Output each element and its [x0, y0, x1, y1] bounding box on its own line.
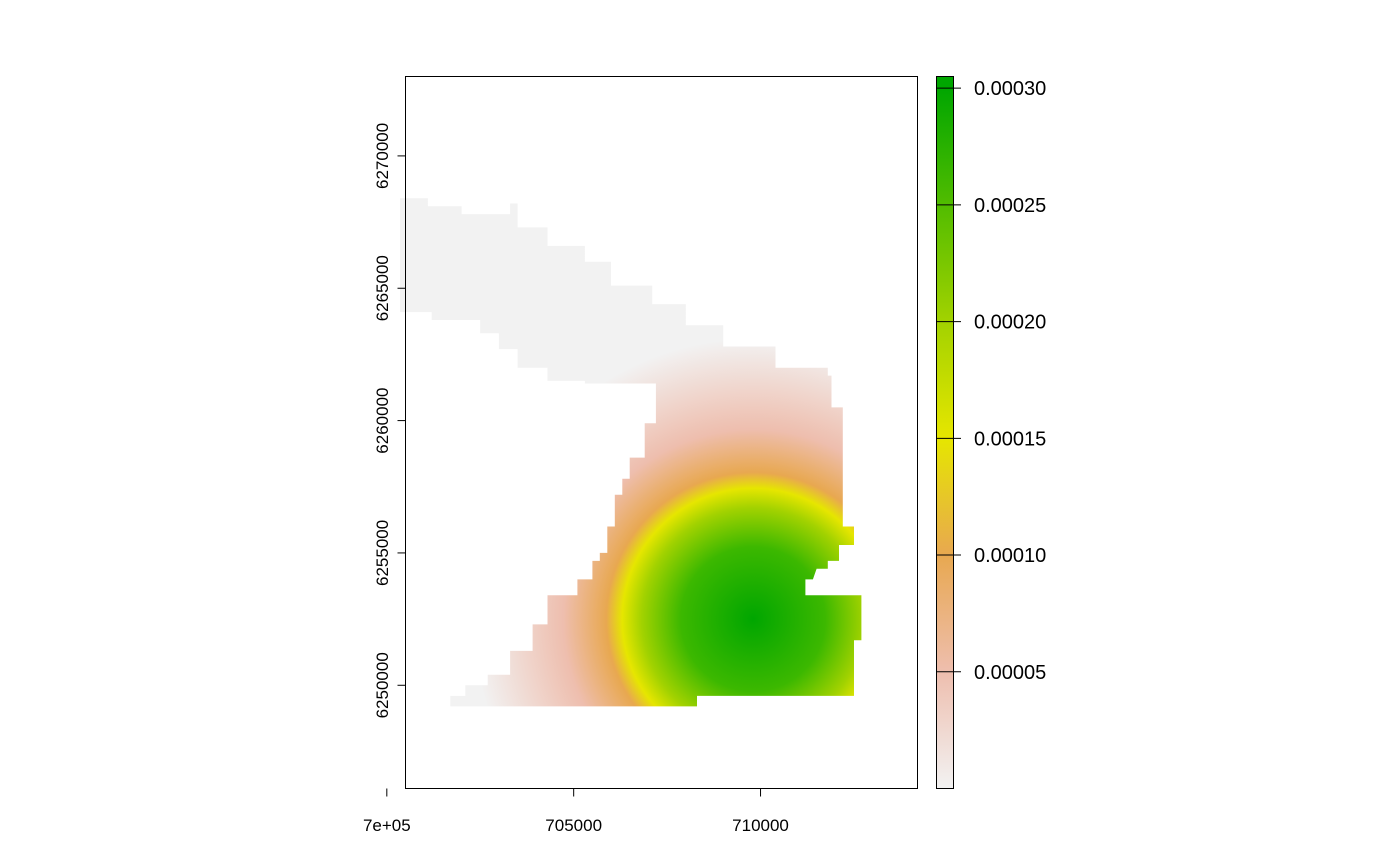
colorbar-tick-label-1: 0.00010	[974, 545, 1046, 567]
plot-frame	[405, 76, 918, 789]
colorbar-ticks: 0.00005 0.00010 0.00015 0.00020 0.00025 0.000…	[936, 78, 1046, 684]
colorbar-tick-label-4: 0.00025	[974, 195, 1046, 217]
colorbar-tick-label-2: 0.00015	[974, 428, 1046, 450]
x-tick-label-2: 710000	[732, 816, 789, 835]
y-tick-label-2: 6260000	[373, 388, 392, 454]
density-raster	[400, 150, 862, 707]
y-tick-label-4: 6270000	[373, 123, 392, 189]
colorbar-tick-label-5: 0.00030	[974, 78, 1046, 100]
density-field	[400, 150, 862, 707]
colorbar-tick-label-3: 0.00020	[974, 312, 1046, 334]
colorbar	[936, 76, 954, 789]
y-axis: 6250000 6255000 6260000 6265000 6270000	[373, 123, 406, 718]
y-tick-label-1: 6255000	[373, 520, 392, 586]
x-tick-label-1: 705000	[545, 816, 602, 835]
x-tick-label-0: 7e+05	[363, 816, 411, 835]
y-tick-label-0: 6250000	[373, 652, 392, 718]
x-axis: 7e+05 705000 710000	[363, 788, 789, 835]
colorbar-tick-label-0: 0.00005	[974, 662, 1046, 684]
y-tick-label-3: 6265000	[373, 255, 392, 321]
